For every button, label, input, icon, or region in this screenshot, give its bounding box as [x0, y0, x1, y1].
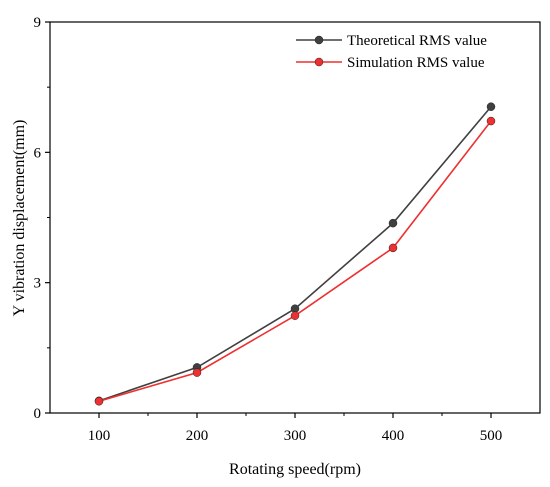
data-point — [388, 243, 398, 253]
x-tick-label: 400 — [382, 428, 405, 444]
legend-label: Simulation RMS value — [347, 55, 485, 71]
data-point — [388, 218, 398, 228]
y-tick-label: 6 — [34, 145, 42, 161]
x-tick-label: 200 — [186, 428, 209, 444]
series-line-2 — [98, 120, 492, 403]
legend-marker — [314, 57, 324, 67]
data-point — [192, 368, 202, 377]
x-tick-label: 100 — [88, 428, 111, 444]
y-tick-label: 9 — [34, 15, 42, 31]
x-tick-label: 300 — [284, 428, 307, 444]
data-point — [486, 116, 496, 126]
data-point — [486, 102, 496, 111]
y-axis-label: Y vibration displacement(mm) — [11, 120, 28, 317]
x-axis-label: Rotating speed(rpm) — [229, 461, 361, 478]
plot-frame — [49, 21, 541, 414]
legend-marker — [314, 35, 324, 45]
y-tick-label: 0 — [34, 406, 42, 422]
y-tick-label: 3 — [34, 276, 42, 292]
data-point — [290, 311, 300, 320]
data-point — [94, 397, 104, 406]
series-line-1 — [98, 106, 492, 402]
legend-label: Theoretical RMS value — [347, 33, 487, 49]
x-tick-label: 500 — [480, 428, 503, 444]
